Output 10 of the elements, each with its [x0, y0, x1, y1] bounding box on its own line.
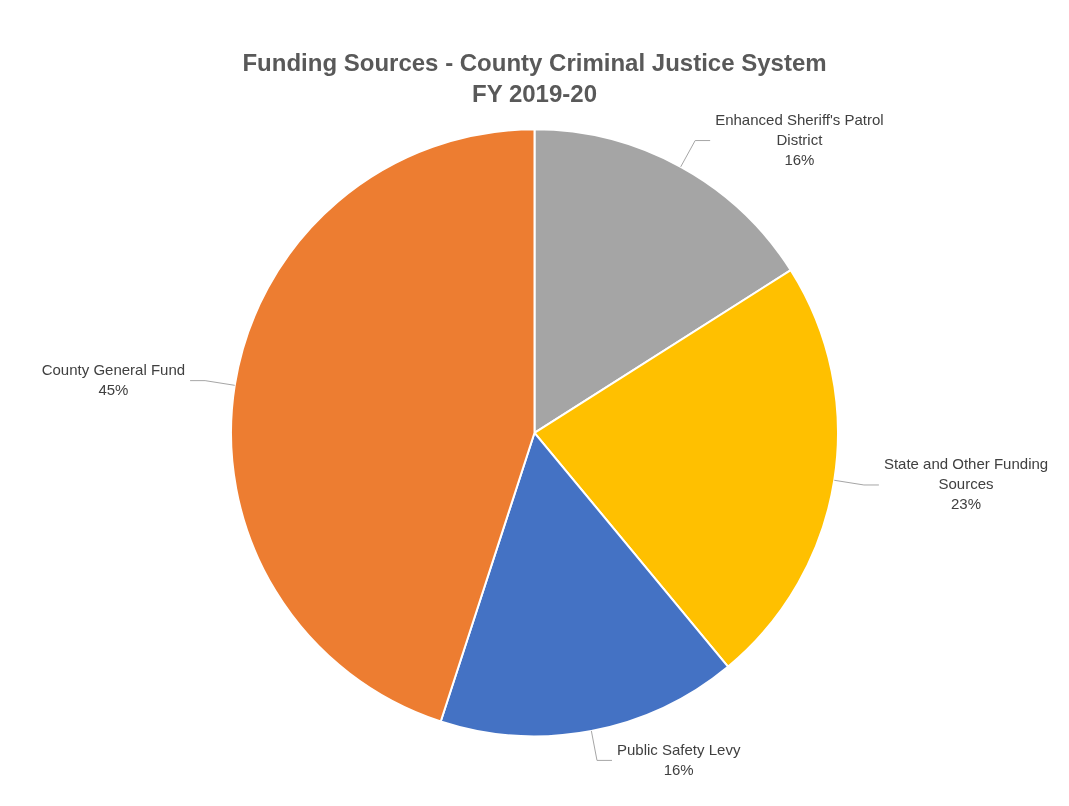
slice-label: County General Fund: [41, 360, 186, 378]
data-label: 16%: [663, 760, 694, 778]
data-label: 23%: [951, 495, 982, 513]
slice-label: Public Safety Levy: [616, 740, 741, 758]
data-label: 16%: [784, 150, 815, 168]
chart-subtitle: FY 2019-20: [472, 79, 597, 107]
slice-label: State and Other Funding Sources: [883, 455, 1049, 493]
slice-label: Enhanced Sheriff's Patrol District: [715, 110, 884, 148]
data-label: 45%: [98, 380, 129, 398]
chart-title: Funding Sources - County Criminal Justice System: [242, 49, 827, 77]
